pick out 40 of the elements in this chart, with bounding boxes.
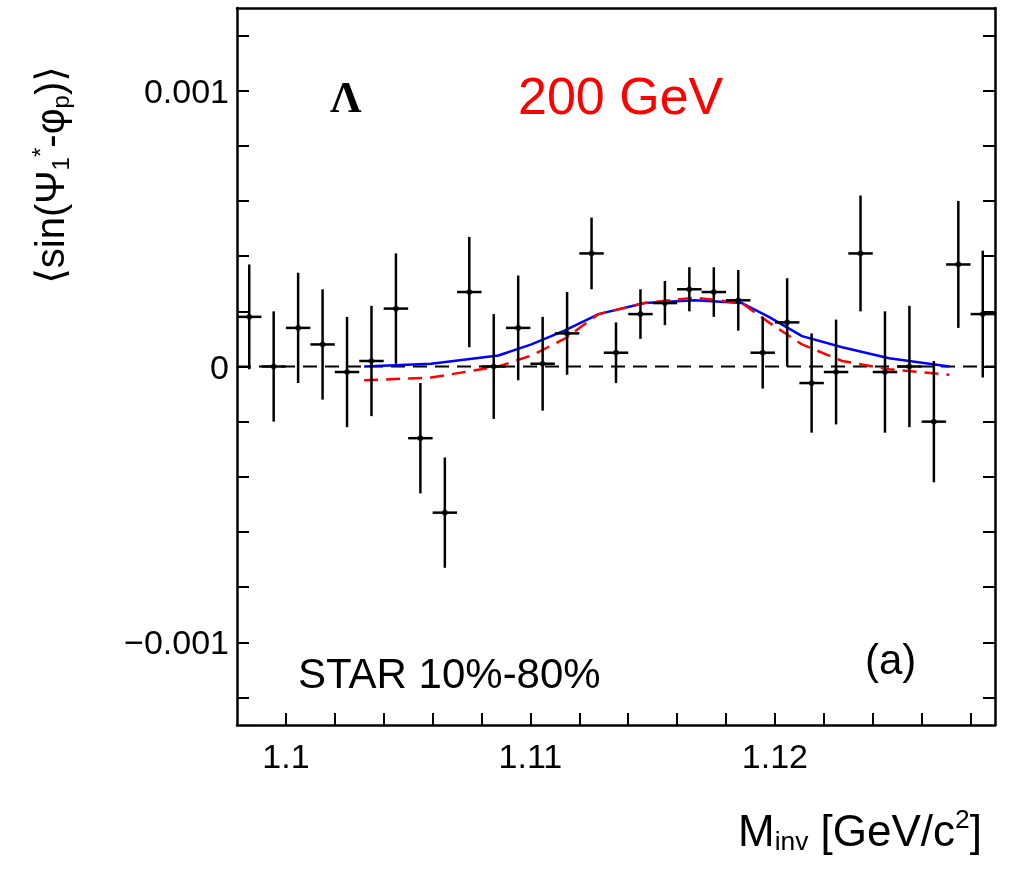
point: [564, 330, 571, 337]
point: [857, 250, 864, 257]
point: [344, 369, 351, 376]
annotation: 200 GeV: [518, 67, 724, 125]
x-tick-label: 1.1: [262, 737, 310, 775]
point: [368, 357, 375, 364]
point: [710, 289, 717, 296]
point: [417, 435, 424, 442]
annotation: STAR 10%-80%: [298, 649, 601, 697]
point: [979, 311, 986, 318]
point: [661, 300, 668, 307]
point: [515, 324, 522, 331]
point: [881, 369, 888, 376]
x-tick-label: 1.11: [498, 737, 563, 775]
point: [906, 363, 913, 370]
x-tick-label: 1.12: [741, 737, 809, 775]
y-tick-label: 0: [210, 347, 229, 386]
y-tick-label: −0.001: [124, 623, 229, 662]
point: [784, 319, 791, 326]
point: [613, 349, 619, 356]
point: [930, 418, 937, 425]
point: [441, 509, 448, 516]
point: [246, 313, 253, 320]
line-series: [362, 296, 951, 382]
y-tick-label: 0.001: [143, 71, 229, 110]
point: [466, 289, 473, 296]
point: [808, 380, 815, 387]
point: [759, 349, 766, 356]
point: [588, 250, 595, 257]
point: [833, 369, 840, 376]
annotation: Λ: [330, 72, 362, 122]
point: [319, 341, 326, 348]
point: [295, 324, 302, 331]
point: [392, 305, 399, 312]
point: [686, 286, 693, 293]
point: [539, 360, 546, 367]
y-axis-title: ⟨sin(Ψ1*-φp)⟩: [26, 66, 74, 284]
point: [735, 297, 742, 304]
point: [637, 311, 644, 318]
annotation: (a): [865, 635, 917, 683]
